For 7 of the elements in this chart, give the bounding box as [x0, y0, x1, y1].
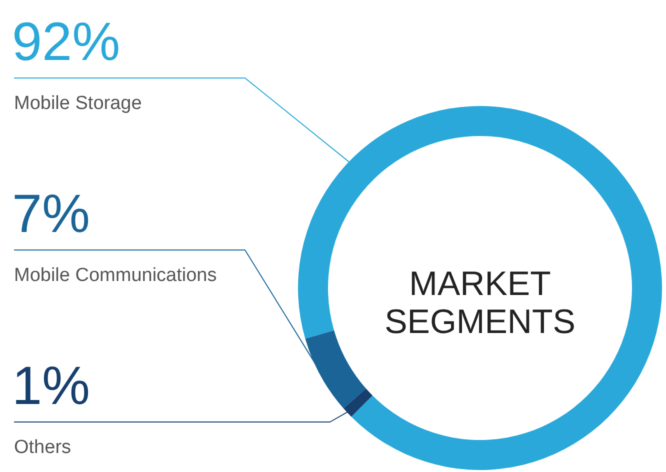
data-label: 92%	[12, 12, 120, 72]
text: MARKET SEGMENTS	[384, 265, 576, 341]
slice-label: Mobile Communications	[14, 265, 217, 286]
data-label: 1%	[12, 356, 90, 416]
slice-label: Others	[14, 437, 72, 458]
data-label: 7%	[12, 184, 90, 244]
slice-label: Mobile Storage	[14, 93, 142, 114]
